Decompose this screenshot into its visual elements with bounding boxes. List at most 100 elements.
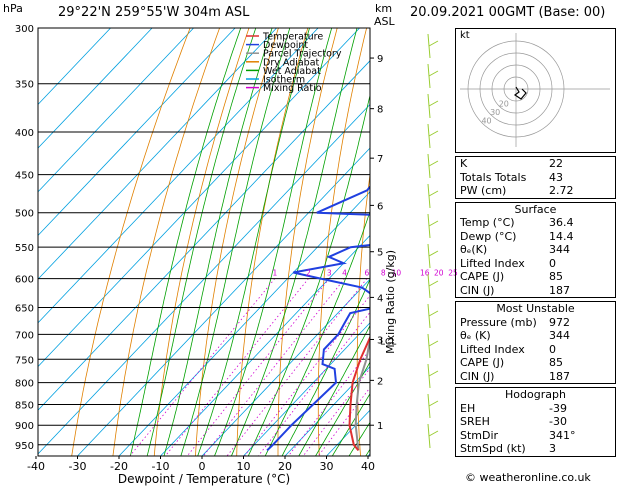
hodograph-panel: 20 30 40 kt [455,28,616,153]
mixing-ratio-label: 4 [342,269,347,278]
copyright-footer: © weatheronline.co.uk [465,471,591,484]
dry-adiabat-line [277,28,338,456]
mixing-ratio-label: 2 [306,269,311,278]
mixing-ratio-line [317,386,370,456]
pressure-tick-label: 700 [15,330,34,341]
pressure-tick-label: 350 [15,80,34,91]
dry-adiabat-line [71,28,191,456]
surface-title: Surface [514,202,557,216]
isotherm-line [77,147,370,456]
surface-box: Surface Temp (°C) 36.4 Dewp (°C) 14.4 θₑ(K… [455,201,616,298]
wind-barb [427,213,439,239]
dry-adiabat-line [153,28,250,456]
profiles [266,185,370,452]
mixing-ratio-label: 6 [364,269,369,278]
hodograph-title: Hodograph [505,388,566,401]
isotherm-line [38,103,370,455]
dry-adiabat-line [112,28,220,456]
x-tick-label: 40 [361,460,375,473]
surface-row: Lifted Index 0 [460,256,556,270]
wind-barb [427,303,439,329]
temperature-line [348,335,370,452]
indices-top: K 22 Totals Totals 43 PW (cm) 2.72 [455,156,616,199]
most-unstable-title: Most Unstable [496,302,575,315]
hodo-row: SREH -30 [460,415,567,428]
mixing-ratio-label: 8 [381,269,386,278]
surface-row: Temp (°C) 36.4 [460,216,574,229]
pressure-tick-label: 400 [15,128,34,139]
isotherm-line [38,28,153,149]
wind-barb [427,183,439,209]
pressure-tick-label: 500 [15,209,34,220]
pressure-tick-label: 750 [15,355,34,366]
x-axis-label: Dewpoint / Temperature (°C) [118,472,290,486]
dry-adiabat-line [236,28,309,456]
plot-frame [37,27,371,457]
x-tick-label: 30 [320,460,334,473]
index-row: Totals Totals 43 [460,170,563,184]
mu-row: Lifted Index 0 [460,342,556,356]
wet-adiabat-line [298,324,370,456]
surface-row: CAPE (J) 85 [460,270,563,283]
wind-barb [427,63,439,89]
index-row: K 22 [460,157,563,170]
datetime-title: 20.09.2021 00GMT (Base: 00) [410,5,606,20]
legend-entry: Isotherm [263,75,305,86]
hodograph-ring-label: 40 [481,117,491,126]
hodograph-kt-label: kt [460,30,470,41]
legend-entry: Mixing Ratio [263,83,322,94]
dewpoint-line [266,185,370,452]
pressure-tick-label: 800 [15,379,34,390]
wind-barb [427,243,439,269]
mixing-ratio-line [164,278,309,456]
hodo-row: StmDir 341° [460,428,576,442]
isotherm-line [160,234,370,456]
wind-barb [427,93,439,119]
mu-row: Pressure (mb) 972 [460,315,570,329]
dry-adiabat-line [195,28,279,456]
km-tick-label: 3 [377,335,383,346]
surface-row: Dewp (°C) 14.4 [460,229,574,243]
x-tick-label: 10 [237,460,251,473]
wind-barb [427,393,439,419]
km-tick-label: 2 [377,376,383,387]
hodo-row: StmSpd (kt) 3 [460,442,556,455]
pressure-tick-label: 950 [15,441,34,452]
wind-barb [427,33,439,59]
hodograph-box: Hodograph EH -39 SREH -30 StmDir 341° StmSp… [455,387,616,457]
pressure-tick-label: 850 [15,401,34,412]
mixing-ratio-line [226,278,368,456]
most-unstable-box: Most Unstable Pressure (mb) 972 θₑ (K) 344… [455,301,616,384]
km-tick-label: 6 [377,201,383,212]
mixing-ratio-line [288,348,370,456]
isotherm-line [201,278,370,456]
isotherm-line [38,60,370,411]
hodograph-ring-label: 20 [499,99,509,108]
legend-entry: Parcel Trajectory [263,49,342,60]
axes: 1 2 3 4 6 8 10 16 20 2530035040045050055060065070… [15,24,458,486]
location-title: 29°22'N 259°55'W 304m ASL [58,5,250,20]
km-tick-label: 1 [377,421,383,432]
mixing-ratio-label: 25 [448,269,458,278]
pressure-tick-label: 600 [15,275,34,286]
wind-barb [427,363,439,389]
x-tick-label: 20 [278,460,292,473]
km-tick-label: 9 [377,54,383,65]
x-tick-label: -20 [110,460,128,473]
wet-adiabat-line [315,361,370,456]
pressure-tick-label: 300 [15,24,34,35]
x-tick-label: 0 [199,460,206,473]
wind-barb [427,333,439,359]
pressure-tick-label: 450 [15,171,34,182]
mixing-ratio-line [203,278,345,456]
mixing-ratio-line [186,278,330,456]
indices-panel: K 22 Totals Totals 43 PW (cm) 2.72 Surface … [455,156,616,460]
isotherm-line [243,322,370,456]
km-tick-label: 4 [377,293,383,304]
isotherm-line [38,28,360,368]
surface-row: θₑ(K) 344 [460,243,570,256]
